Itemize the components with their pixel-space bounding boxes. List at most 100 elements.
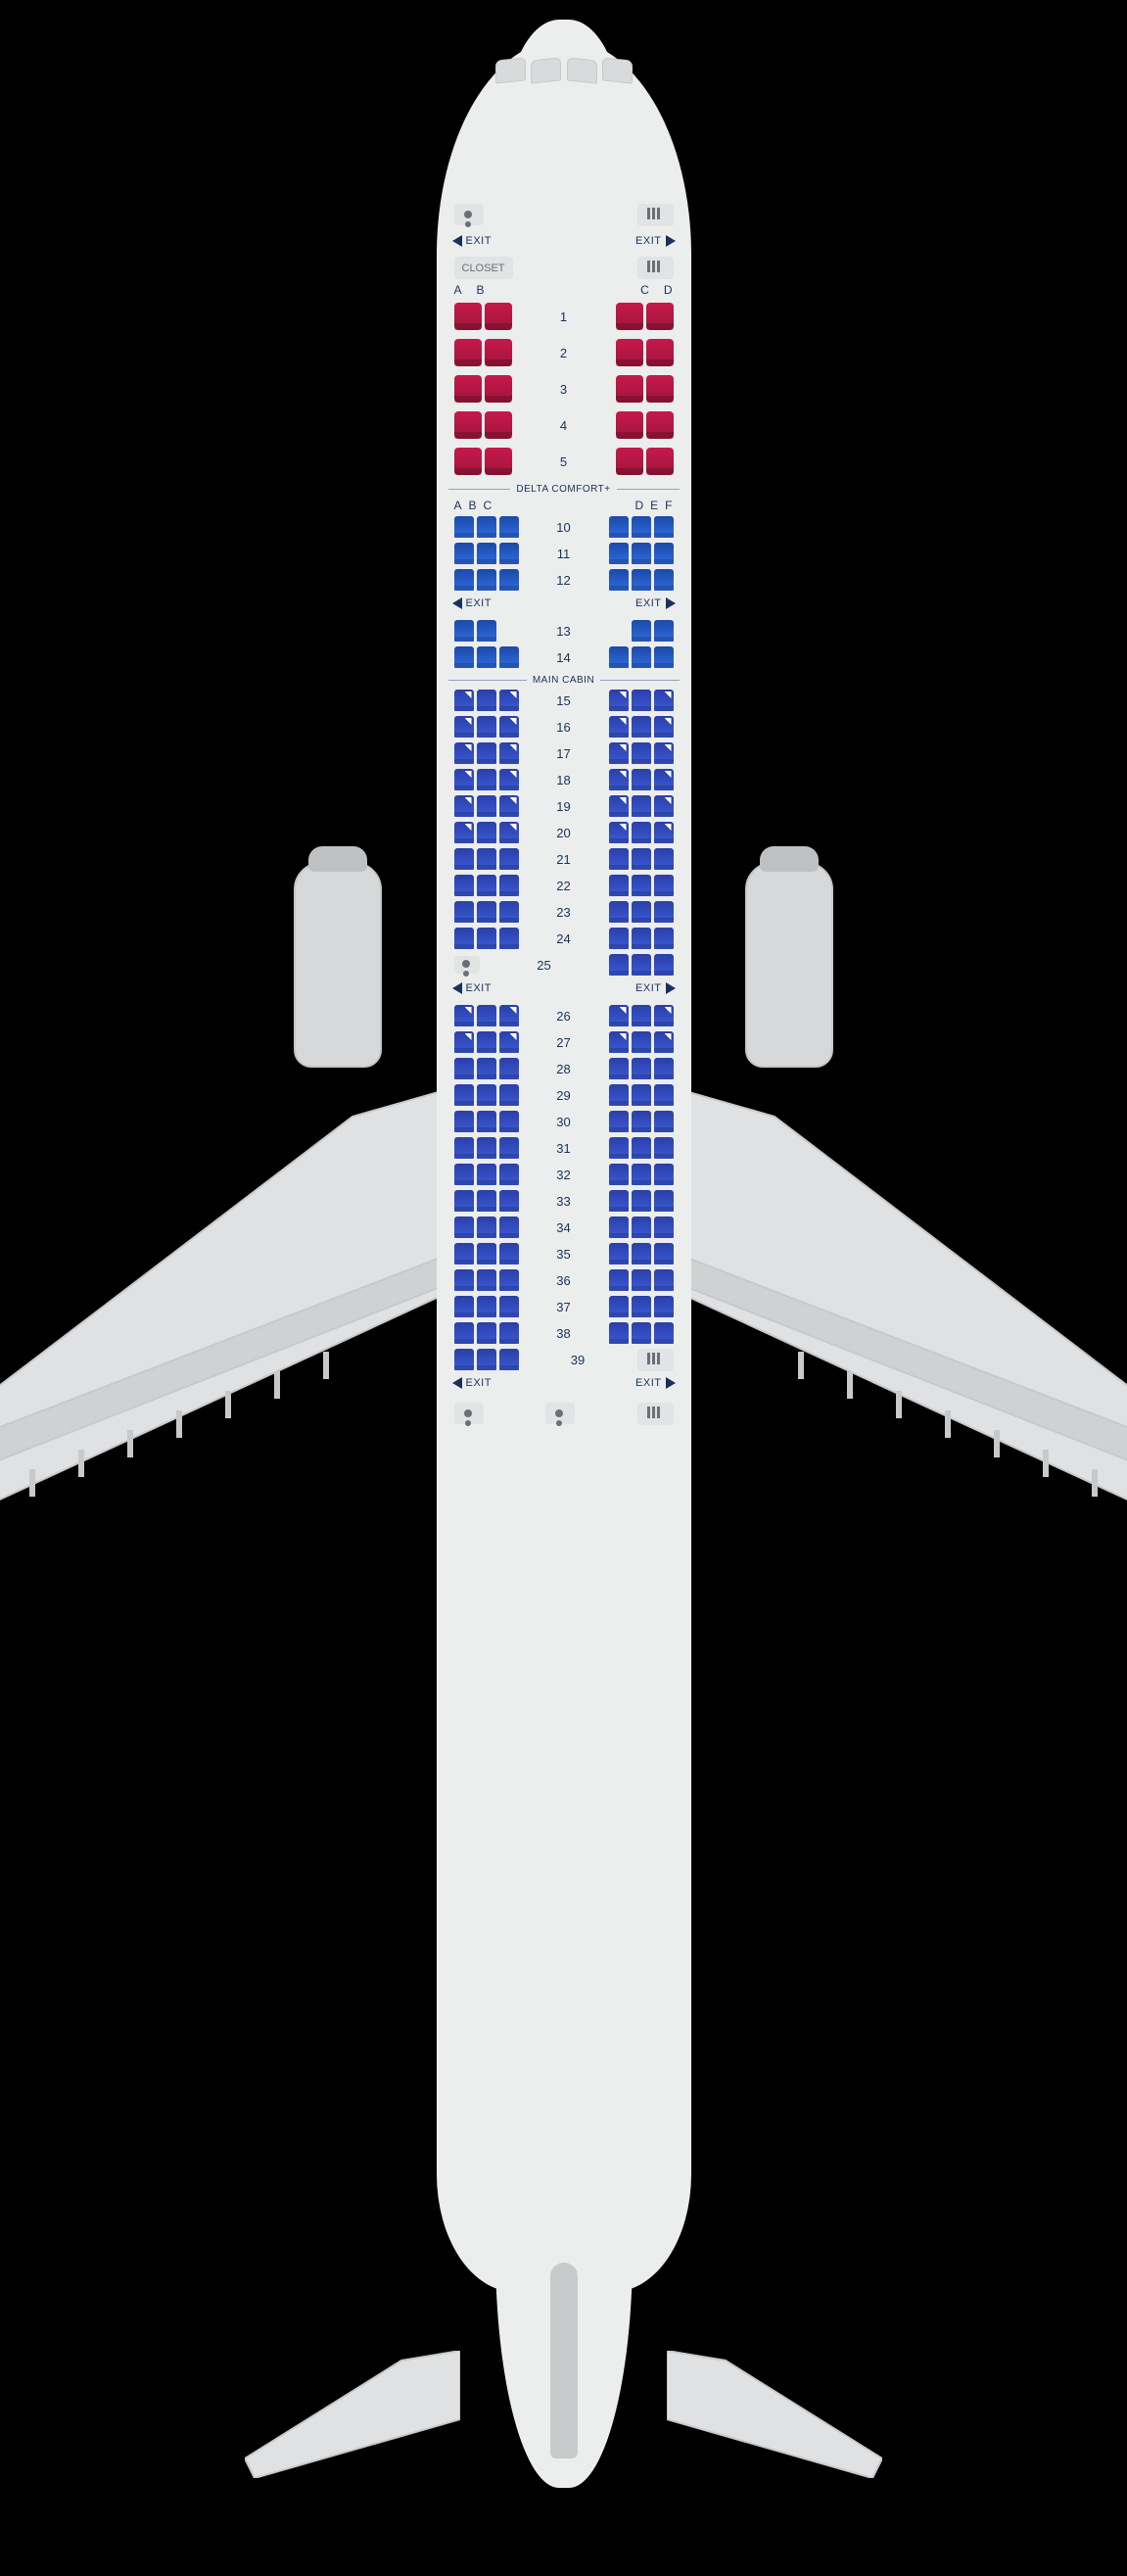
seat[interactable] [609, 1296, 629, 1317]
seat[interactable] [609, 822, 629, 843]
seat[interactable] [499, 1269, 519, 1291]
seat[interactable] [609, 543, 629, 564]
seat[interactable] [632, 954, 651, 976]
seat[interactable] [477, 1084, 496, 1106]
seat[interactable] [454, 1137, 474, 1159]
seat[interactable] [646, 448, 674, 475]
seat[interactable] [646, 375, 674, 403]
seat[interactable] [616, 375, 643, 403]
seat[interactable] [454, 569, 474, 591]
seat[interactable] [485, 448, 512, 475]
seat[interactable] [609, 1137, 629, 1159]
seat[interactable] [477, 1005, 496, 1026]
seat[interactable] [477, 1322, 496, 1344]
seat[interactable] [632, 1322, 651, 1344]
seat[interactable] [654, 1084, 674, 1106]
seat[interactable] [609, 1111, 629, 1132]
seat[interactable] [499, 1005, 519, 1026]
seat[interactable] [499, 1296, 519, 1317]
seat[interactable] [654, 1137, 674, 1159]
seat[interactable] [454, 1190, 474, 1212]
seat[interactable] [454, 1031, 474, 1053]
seat[interactable] [654, 1296, 674, 1317]
seat[interactable] [477, 1164, 496, 1185]
seat[interactable] [609, 716, 629, 738]
seat[interactable] [477, 1216, 496, 1238]
seat[interactable] [609, 875, 629, 896]
seat[interactable] [499, 690, 519, 711]
seat[interactable] [632, 795, 651, 817]
seat[interactable] [632, 1111, 651, 1132]
seat[interactable] [609, 848, 629, 870]
seat[interactable] [454, 716, 474, 738]
seat[interactable] [632, 516, 651, 538]
seat[interactable] [477, 516, 496, 538]
seat[interactable] [609, 1216, 629, 1238]
seat[interactable] [609, 1084, 629, 1106]
seat[interactable] [454, 1322, 474, 1344]
seat[interactable] [654, 620, 674, 642]
seat[interactable] [477, 928, 496, 949]
seat[interactable] [454, 411, 482, 439]
seat[interactable] [454, 375, 482, 403]
seat[interactable] [646, 339, 674, 366]
seat[interactable] [632, 690, 651, 711]
seat[interactable] [654, 1190, 674, 1212]
seat[interactable] [616, 411, 643, 439]
seat[interactable] [477, 1296, 496, 1317]
seat[interactable] [616, 339, 643, 366]
seat[interactable] [632, 1164, 651, 1185]
seat[interactable] [477, 690, 496, 711]
seat[interactable] [654, 1216, 674, 1238]
seat[interactable] [454, 1243, 474, 1264]
seat[interactable] [654, 901, 674, 923]
seat[interactable] [477, 742, 496, 764]
seat[interactable] [632, 1031, 651, 1053]
seat[interactable] [654, 716, 674, 738]
seat[interactable] [454, 875, 474, 896]
seat[interactable] [609, 1243, 629, 1264]
seat[interactable] [654, 848, 674, 870]
seat[interactable] [454, 769, 474, 790]
seat[interactable] [632, 1058, 651, 1079]
seat[interactable] [499, 1111, 519, 1132]
seat[interactable] [654, 1322, 674, 1344]
seat[interactable] [616, 303, 643, 330]
seat[interactable] [454, 303, 482, 330]
seat[interactable] [499, 795, 519, 817]
seat[interactable] [499, 822, 519, 843]
seat[interactable] [632, 1084, 651, 1106]
seat[interactable] [654, 954, 674, 976]
seat[interactable] [454, 339, 482, 366]
seat[interactable] [609, 795, 629, 817]
seat[interactable] [477, 848, 496, 870]
seat[interactable] [499, 1031, 519, 1053]
seat[interactable] [454, 690, 474, 711]
seat[interactable] [646, 411, 674, 439]
seat[interactable] [654, 543, 674, 564]
seat[interactable] [477, 716, 496, 738]
seat[interactable] [499, 875, 519, 896]
seat[interactable] [654, 1058, 674, 1079]
seat[interactable] [632, 742, 651, 764]
seat[interactable] [477, 1349, 496, 1370]
seat[interactable] [609, 1005, 629, 1026]
seat[interactable] [632, 1243, 651, 1264]
seat[interactable] [632, 620, 651, 642]
seat[interactable] [499, 1349, 519, 1370]
seat[interactable] [632, 1137, 651, 1159]
seat[interactable] [499, 901, 519, 923]
seat[interactable] [477, 875, 496, 896]
seat[interactable] [609, 690, 629, 711]
seat[interactable] [632, 769, 651, 790]
seat[interactable] [454, 646, 474, 668]
seat[interactable] [477, 769, 496, 790]
seat[interactable] [454, 822, 474, 843]
seat[interactable] [654, 569, 674, 591]
seat[interactable] [477, 569, 496, 591]
seat[interactable] [616, 448, 643, 475]
seat[interactable] [609, 569, 629, 591]
seat[interactable] [654, 875, 674, 896]
seat[interactable] [477, 1137, 496, 1159]
seat[interactable] [499, 1164, 519, 1185]
